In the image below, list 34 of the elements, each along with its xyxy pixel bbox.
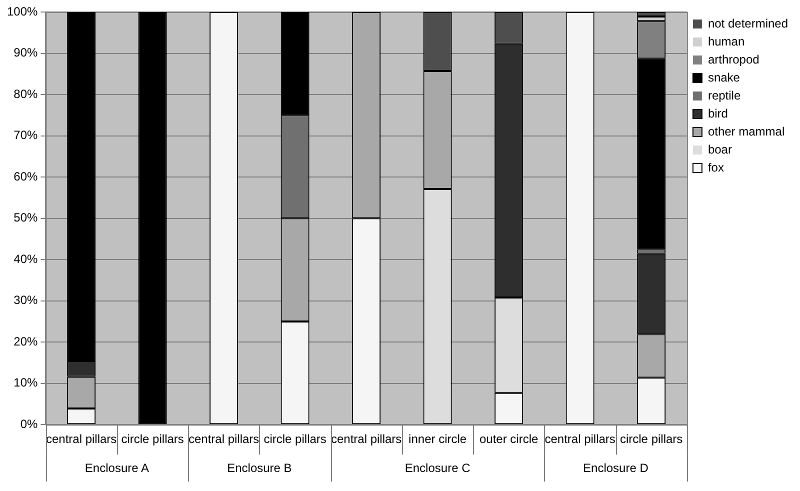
x-tick-label: circle pillars [121,432,184,446]
legend-label: arthropod [708,52,760,66]
legend-label: boar [708,142,732,156]
legend-label: not determined [708,16,788,30]
y-tick-label: 20% [14,334,38,348]
text: Enclosure D [583,460,649,475]
y-tick-label: 90% [14,46,38,60]
y-tick-label: 100% [6,4,38,18]
x-tick-label: inner circle [408,432,467,446]
x-tick-label: central pillars [544,432,616,446]
y-tick-label: 40% [14,252,38,266]
y-tick-label: 50% [14,210,38,225]
y-tick-label: 0% [20,416,38,431]
x-tick-label: central pillars [46,432,117,446]
x-tick-label: central pillars [188,432,260,446]
y-tick-label: 60% [14,169,38,184]
x-tick-label: circle pillars [620,432,683,446]
x-tick-label: outer circle [479,432,538,446]
legend-label: other mammal [708,124,785,138]
text: Enclosure C [404,460,471,475]
y-tick-label: 30% [14,293,38,308]
y-tick-label: 10% [14,376,38,390]
y-tick-label: 70% [14,128,38,142]
legend-label: fox [708,160,724,174]
text: Enclosure B [227,460,292,475]
bar [138,12,167,424]
x-tick-label: central pillars [330,432,402,446]
legend-label: bird [708,106,728,120]
legend-label: human [708,34,745,48]
legend-label: snake [708,70,740,84]
y-tick-label: 80% [14,86,38,101]
x-tick-label: circle pillars [264,432,326,446]
text: Enclosure A [84,460,149,475]
legend-label: reptile [708,88,741,102]
